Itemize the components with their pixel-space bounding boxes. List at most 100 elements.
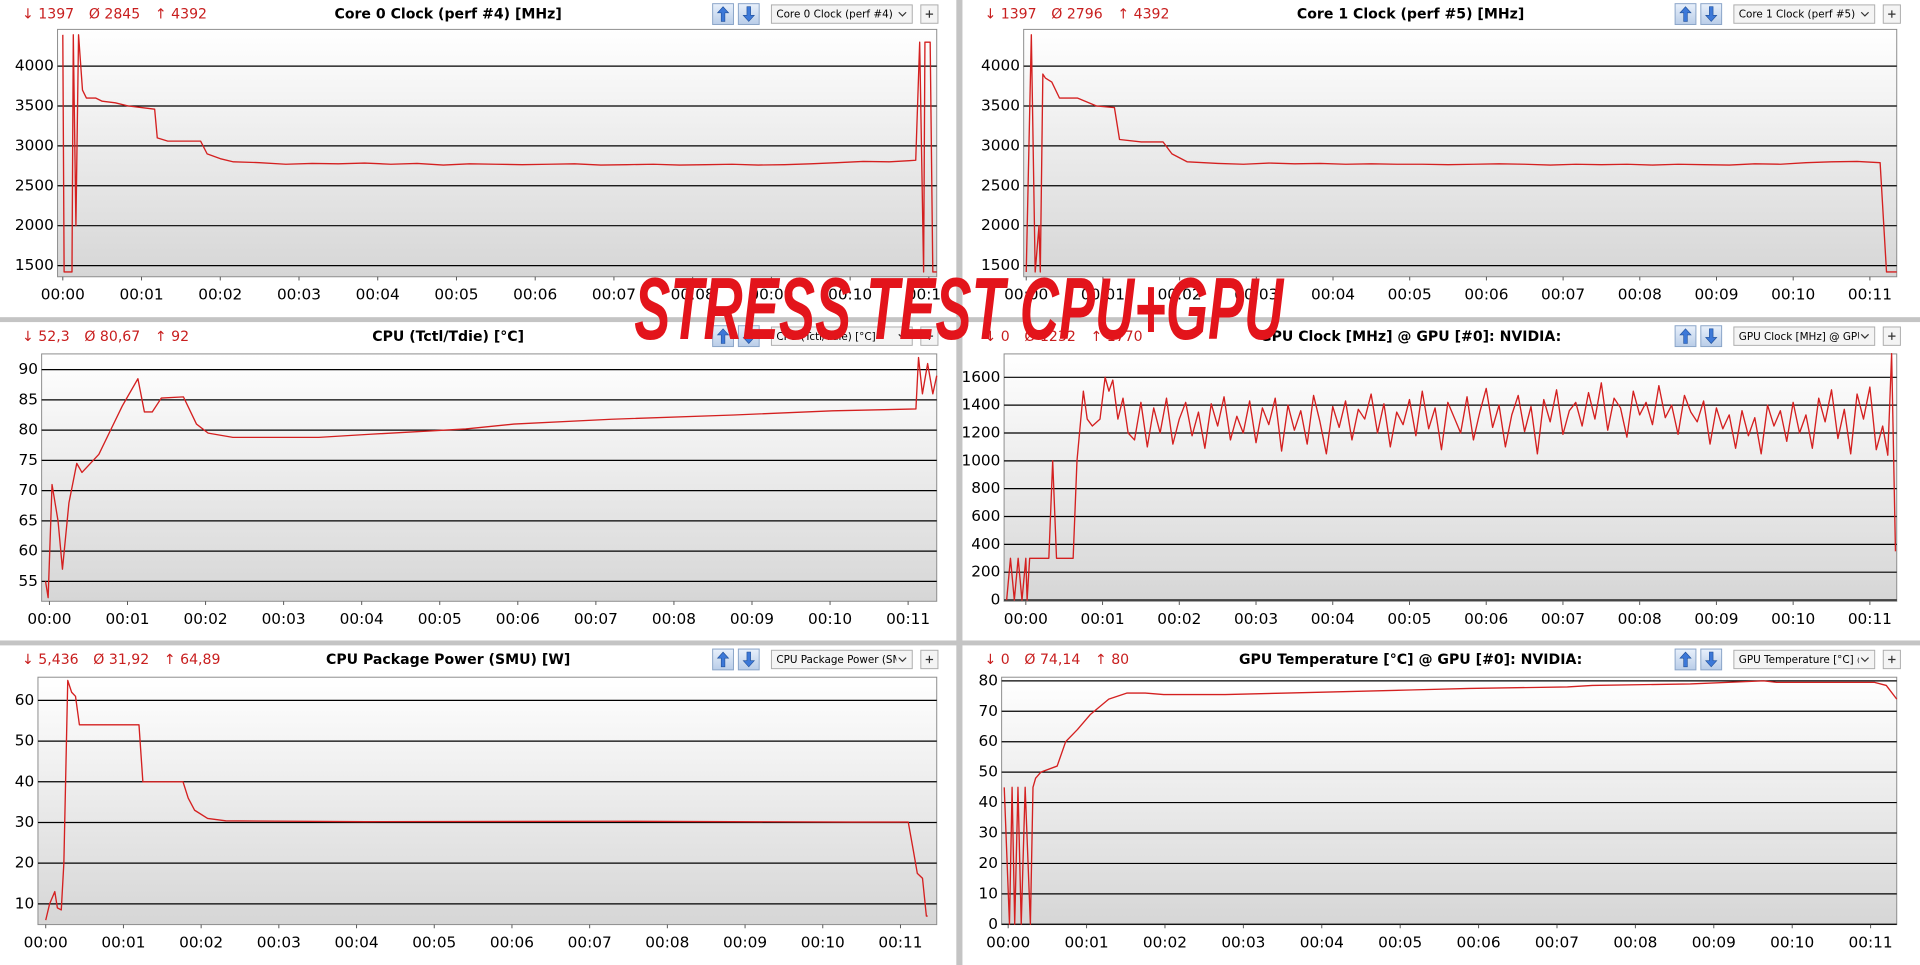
dropdown-box [1733, 4, 1876, 24]
y-tick-label: 60 [15, 691, 34, 709]
x-tick-label: 00:08 [1613, 933, 1657, 951]
y-tick-label: 2500 [15, 176, 54, 194]
graph-panel: ↓ 52,3 Ø 80,67 ↑ 92 CPU (Tctl/Tdie) [°C] CPU… [18, 325, 939, 628]
stat-value: ↓ 5,436 [22, 652, 79, 668]
x-tick-label: 00:05 [1387, 610, 1431, 628]
x-tick-label: 00:09 [730, 610, 774, 628]
add-button[interactable] [920, 4, 939, 24]
add-button[interactable] [920, 649, 939, 670]
x-tick-label: 00:02 [179, 933, 223, 951]
x-tick-label: 00:09 [1694, 286, 1738, 304]
graph-title: Core 0 Clock (perf #4) [MHz] [334, 7, 561, 23]
y-tick-label: 3500 [15, 96, 54, 114]
sensor-dropdown[interactable]: GPU Temperature [°C] @ [1733, 649, 1876, 670]
x-tick-label: 00:08 [1618, 286, 1662, 304]
dropdown-chevron [1860, 333, 1870, 339]
y-tick-label: 55 [18, 572, 37, 590]
x-tick-label: 00:10 [801, 933, 845, 951]
x-tick-label: 00:09 [1694, 610, 1738, 628]
y-tick-label: 600 [971, 507, 1000, 525]
x-tick-label: 00:04 [1300, 933, 1344, 951]
scroll-up-button[interactable] [712, 325, 734, 348]
separator [0, 317, 1920, 323]
scroll-down-button[interactable] [1700, 3, 1723, 25]
x-tick-label: 00:01 [119, 286, 163, 304]
sensor-dropdown[interactable]: Core 0 Clock (perf #4) [M [770, 4, 913, 24]
y-tick-label: 30 [15, 813, 34, 831]
plus-icon [1888, 332, 1896, 340]
scroll-down-button[interactable] [737, 648, 760, 671]
dropdown-box [770, 649, 913, 670]
x-tick-label: 00:06 [1464, 610, 1508, 628]
dropdown-chevron [1860, 657, 1870, 663]
x-tick-label: 00:08 [645, 933, 689, 951]
scroll-up-button[interactable] [1674, 325, 1697, 348]
x-tick-label: 00:04 [334, 933, 378, 951]
y-tick-label: 0 [991, 591, 1001, 609]
x-tick-label: 00:00 [986, 933, 1030, 951]
button-arrow [1679, 6, 1692, 22]
x-tick-label: 00:06 [1457, 933, 1501, 951]
graph-panel: ↓ 0 Ø 74,14 ↑ 80 GPU Temperature [°C] @ GPU… [978, 648, 1901, 951]
button-arrow [1679, 651, 1692, 668]
scroll-up-button[interactable] [1674, 3, 1697, 25]
y-tick-label: 50 [15, 732, 34, 750]
add-button[interactable] [920, 326, 939, 346]
sensor-dropdown[interactable]: GPU Clock [MHz] @ GPU [1733, 326, 1876, 346]
sensor-dropdown[interactable]: Core 1 Clock (perf #5) [M [1733, 4, 1876, 24]
dropdown-text: CPU (Tctl/Tdie) [°C] [776, 331, 875, 343]
y-tick-label: 50 [978, 763, 997, 781]
x-tick-label: 00:11 [1849, 933, 1893, 951]
y-tick-label: 3500 [981, 96, 1020, 114]
x-tick-label: 00:02 [184, 610, 228, 628]
stat-value: ↓ 1397 [984, 7, 1036, 23]
x-tick-label: 00:08 [1618, 610, 1662, 628]
stat-value: Ø 80,67 [84, 329, 140, 345]
dropdown-text: GPU Clock [MHz] @ GPU [1739, 331, 1865, 343]
x-tick-label: 00:04 [1311, 286, 1355, 304]
y-tick-label: 0 [988, 915, 998, 933]
sensor-dropdown[interactable]: CPU (Tctl/Tdie) [°C] [770, 326, 913, 346]
y-tick-label: 4000 [15, 57, 54, 75]
x-tick-label: 00:02 [1157, 610, 1201, 628]
graph-panel: ↓ 1397 Ø 2845 ↑ 4392 Core 0 Clock (perf #4)… [15, 3, 951, 304]
x-tick-label: 00:11 [907, 286, 951, 304]
x-tick-label: 00:03 [257, 933, 301, 951]
x-tick-label: 00:09 [1692, 933, 1736, 951]
x-tick-label: 00:11 [878, 933, 922, 951]
data-line [1003, 680, 1898, 925]
y-tick-label: 1200 [961, 423, 1000, 441]
x-tick-label: 00:04 [340, 610, 384, 628]
dropdown-chevron [1860, 11, 1870, 17]
sensor-dropdown[interactable]: CPU Package Power (SMU [770, 649, 913, 670]
dropdown-chevron [898, 657, 907, 663]
scroll-down-button[interactable] [737, 325, 760, 348]
y-tick-label: 60 [978, 732, 997, 750]
scroll-up-button[interactable] [1674, 648, 1697, 671]
scroll-up-button[interactable] [712, 648, 734, 671]
scroll-down-button[interactable] [1700, 648, 1723, 671]
add-button[interactable] [1882, 4, 1901, 24]
y-tick-label: 90 [18, 360, 37, 378]
y-tick-label: 80 [18, 421, 37, 439]
y-tick-label: 3000 [981, 136, 1020, 154]
y-tick-label: 400 [971, 535, 1000, 553]
x-tick-label: 00:01 [1081, 286, 1125, 304]
y-tick-label: 1500 [15, 256, 54, 274]
scroll-down-button[interactable] [1700, 325, 1723, 348]
x-tick-label: 00:04 [1311, 610, 1355, 628]
add-button[interactable] [1882, 649, 1901, 670]
y-tick-label: 70 [978, 702, 997, 720]
button-arrow [716, 6, 730, 22]
x-tick-label: 00:01 [1081, 610, 1125, 628]
y-tick-label: 200 [971, 563, 1000, 581]
y-tick-label: 65 [18, 511, 37, 529]
dropdown-box [770, 4, 913, 24]
button-arrow [716, 651, 730, 668]
add-button[interactable] [1882, 326, 1901, 346]
scroll-up-button[interactable] [712, 3, 734, 25]
x-tick-label: 00:10 [1771, 286, 1815, 304]
scroll-down-button[interactable] [737, 3, 760, 25]
x-tick-label: 00:11 [1848, 286, 1892, 304]
data-line [1025, 34, 1897, 273]
